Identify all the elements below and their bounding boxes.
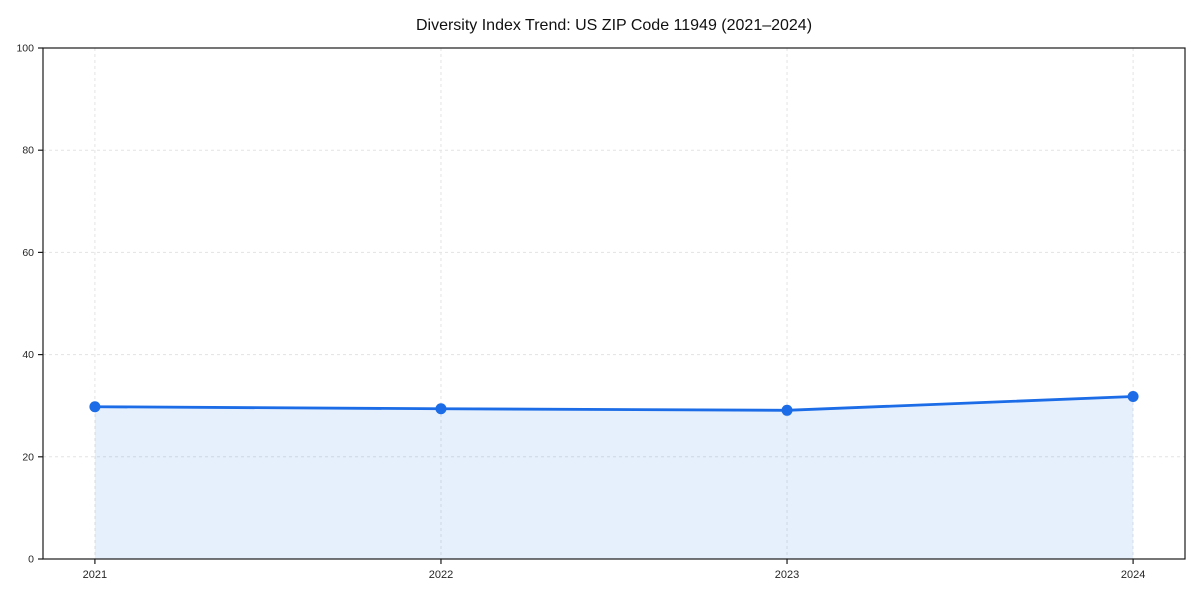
y-tick-label: 0 xyxy=(28,554,34,566)
x-tick-label: 2022 xyxy=(429,569,453,581)
data-point-marker xyxy=(89,401,101,413)
data-point-marker xyxy=(1127,391,1139,403)
x-tick-label: 2024 xyxy=(1121,569,1145,581)
x-tick-label: 2021 xyxy=(83,569,107,581)
y-tick-label: 20 xyxy=(22,451,34,463)
data-point-marker xyxy=(435,403,447,415)
trend-line xyxy=(93,395,1135,412)
series-layer xyxy=(89,391,1139,559)
data-point-marker xyxy=(781,404,793,416)
area-fill xyxy=(94,396,1134,559)
axes-layer: 0 20 40 60 80 100 2021 2022 2023 2024 xyxy=(16,43,1186,581)
chart-title: Diversity Index Trend: US ZIP Code 11949… xyxy=(416,17,812,34)
y-tick-label: 40 xyxy=(22,349,34,361)
plot-border xyxy=(42,47,1186,560)
y-tick-label: 80 xyxy=(22,145,34,157)
y-tick-label: 100 xyxy=(16,43,34,55)
x-tick-label: 2023 xyxy=(775,569,799,581)
y-tick-label: 60 xyxy=(22,247,34,259)
